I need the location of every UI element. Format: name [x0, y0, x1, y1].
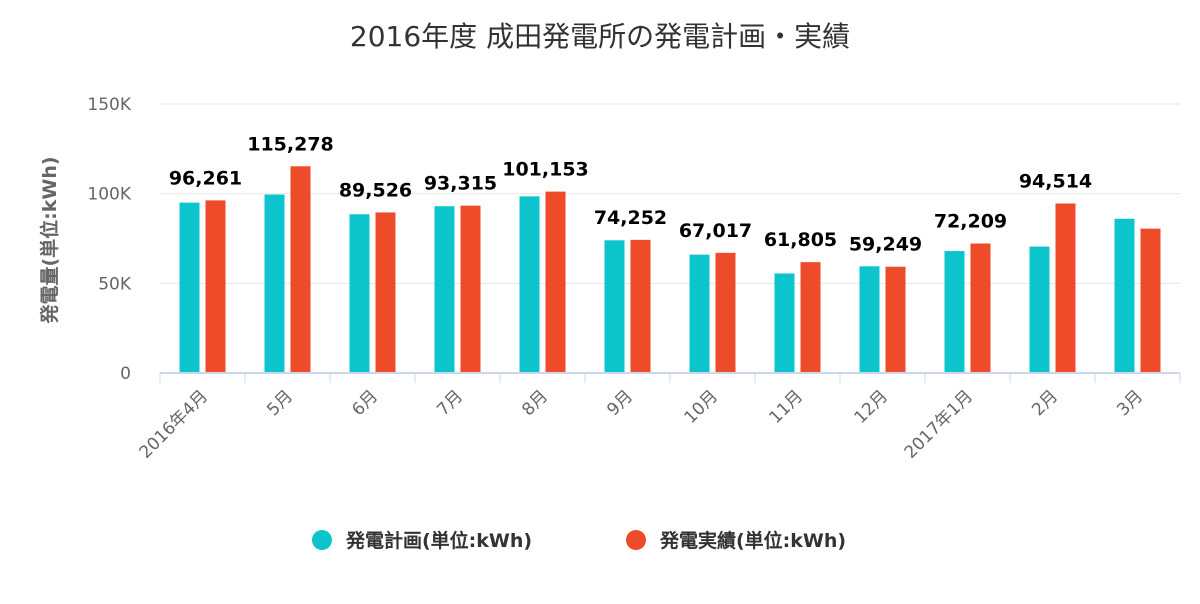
bar-plan: [434, 206, 455, 373]
data-label: 59,249: [849, 234, 922, 256]
bar-actual: [545, 191, 566, 373]
bar-actual: [800, 262, 821, 373]
legend-swatch-actual: [626, 530, 646, 550]
grid-lines: [160, 103, 1180, 284]
bar-plan: [604, 240, 625, 373]
bar-plan: [1114, 218, 1135, 373]
x-tick-label: 11月: [766, 386, 807, 427]
data-label: 101,153: [502, 159, 589, 181]
x-tick-label: 5月: [263, 386, 297, 420]
y-tick-label: 50K: [98, 274, 132, 294]
data-label: 94,514: [1019, 171, 1092, 193]
y-axis-title: 発電量(単位:kWh): [38, 156, 61, 324]
x-tick-label: 2016年4月: [136, 386, 212, 462]
bar-plan: [944, 251, 965, 373]
bar-actual: [1055, 203, 1076, 373]
bar-plan: [859, 266, 880, 373]
y-tick-label: 0: [120, 364, 131, 384]
data-label: 72,209: [934, 211, 1007, 233]
bar-actual: [460, 205, 481, 373]
data-label: 61,805: [764, 229, 837, 251]
bar-actual: [885, 266, 906, 373]
x-tick-label: 2月: [1028, 386, 1062, 420]
bar-actual: [715, 252, 736, 373]
x-tick-label: 9月: [603, 386, 637, 420]
bar-plan: [689, 254, 710, 373]
bar-plan: [179, 202, 200, 373]
data-label: 89,526: [339, 179, 412, 201]
x-tick-label: 2017年1月: [901, 386, 977, 462]
bars: [179, 166, 1161, 373]
y-axis-ticks: 0 50K 100K 150K: [87, 95, 131, 384]
bar-actual: [290, 166, 311, 373]
x-tick-label: 6月: [348, 386, 382, 420]
data-label: 115,278: [247, 133, 334, 155]
y-tick-label: 150K: [87, 95, 131, 115]
x-tick-label: 3月: [1113, 386, 1147, 420]
data-label: 67,017: [679, 220, 752, 242]
bar-plan: [774, 273, 795, 373]
legend-swatch-plan: [312, 530, 332, 550]
bar-plan: [264, 194, 285, 373]
bar-plan: [1029, 246, 1050, 373]
x-tick-label: 10月: [681, 386, 722, 427]
bar-plan: [519, 196, 540, 373]
bar-actual: [375, 212, 396, 373]
x-tick-label: 12月: [851, 386, 892, 427]
x-tick-label: 8月: [518, 386, 552, 420]
y-tick-label: 100K: [87, 185, 131, 205]
legend-label-plan: 発電計画(単位:kWh): [345, 529, 532, 552]
bar-plan: [349, 214, 370, 373]
legend: 発電計画(単位:kWh) 発電実績(単位:kWh): [312, 529, 846, 552]
x-tick-label: 7月: [433, 386, 467, 420]
data-label: 74,252: [594, 207, 667, 229]
data-label: 96,261: [169, 167, 242, 189]
bar-actual: [205, 200, 226, 373]
bar-actual: [630, 239, 651, 373]
data-label: 93,315: [424, 173, 497, 195]
legend-label-actual: 発電実績(単位:kWh): [659, 529, 846, 552]
chart-title: 2016年度 成田発電所の発電計画・実績: [350, 20, 850, 53]
bar-actual: [970, 243, 991, 373]
bar-actual: [1140, 228, 1161, 373]
x-axis: 2016年4月 5月 6月 7月 8月 9月 10月 11月 12月 2017年1月 2月 3月: [136, 372, 1181, 463]
